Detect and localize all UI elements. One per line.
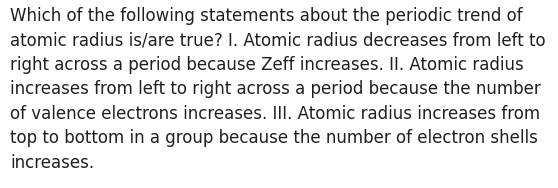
Text: Which of the following statements about the periodic trend of
atomic radius is/a: Which of the following statements about … — [10, 7, 546, 172]
